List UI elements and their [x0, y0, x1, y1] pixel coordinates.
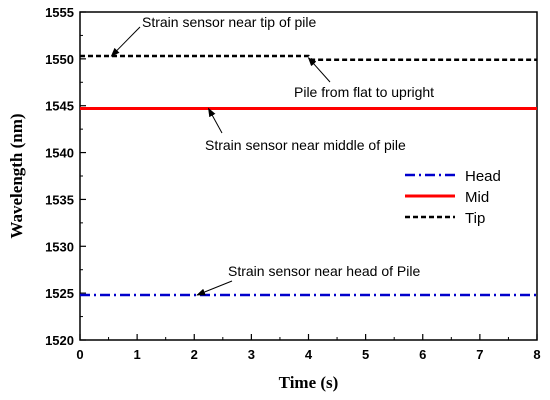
x-tick-label: 6: [419, 347, 426, 362]
annotation-arrow: [307, 57, 331, 83]
x-tick-label: 8: [533, 347, 540, 362]
y-tick-label: 1555: [45, 5, 74, 20]
y-tick-label: 1550: [45, 52, 74, 67]
y-tick-label: 1545: [45, 99, 74, 114]
x-tick-label: 1: [134, 347, 141, 362]
x-tick-label: 7: [476, 347, 483, 362]
x-axis-title: Time (s): [279, 373, 339, 392]
x-tick-label: 4: [305, 347, 313, 362]
series-tip-line: [80, 54, 537, 62]
annotation-arrow: [110, 26, 141, 57]
x-tick-label: 3: [248, 347, 255, 362]
annotation-text: Strain sensor near middle of pile: [205, 137, 406, 153]
legend-label-head: Head: [465, 168, 501, 185]
y-tick-label: 1540: [45, 146, 74, 161]
y-tick-label: 1525: [45, 286, 74, 301]
annotation-layer: Strain sensor near tip of pile Pile from …: [110, 14, 434, 296]
annotation-text: Strain sensor near head of Pile: [228, 263, 420, 279]
y-tick-label: 1530: [45, 239, 74, 254]
axes: 0 1 2 3 4 5 6 7 8 1520 1525 1530 1535 1540 1545 1550 155…: [45, 5, 541, 362]
legend-label-tip: Tip: [465, 210, 485, 227]
y-tick-label: 1520: [45, 333, 74, 348]
y-axis-title: Wavelength (nm): [7, 113, 26, 238]
legend: Head Mid Tip: [405, 168, 501, 227]
x-tick-label: 5: [362, 347, 369, 362]
annotation-arrow: [196, 280, 233, 296]
x-tick-label: 0: [76, 347, 83, 362]
annotation-text: Pile from flat to upright: [294, 84, 434, 100]
y-tick-label: 1535: [45, 192, 74, 207]
annotation-arrow: [208, 107, 223, 134]
annotation-text: Strain sensor near tip of pile: [142, 14, 317, 30]
x-tick-label: 2: [191, 347, 198, 362]
series-layer: [80, 54, 537, 297]
legend-label-mid: Mid: [465, 189, 489, 206]
